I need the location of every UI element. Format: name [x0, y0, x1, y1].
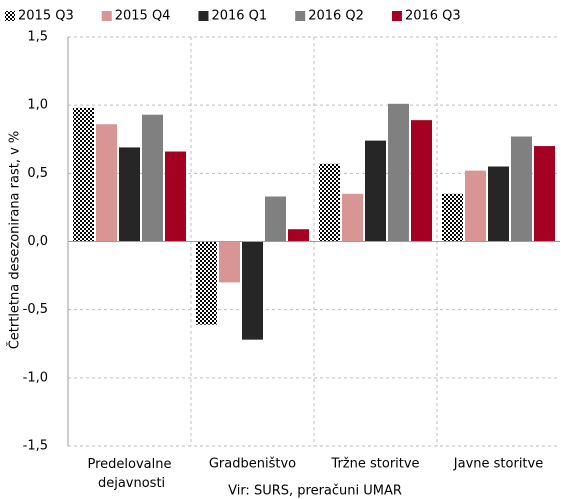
bar [388, 103, 409, 242]
x-tick-label: Gradbeništvo [209, 457, 296, 472]
bar [219, 241, 240, 283]
bar [442, 193, 463, 242]
y-tick-label: 0,5 [27, 166, 48, 181]
bar [165, 151, 186, 242]
bar [319, 163, 340, 242]
legend-label: 2015 Q3 [18, 9, 74, 24]
bar [288, 229, 309, 242]
bar [342, 193, 363, 242]
x-tick-label: Predelovalne dejavnosti [88, 457, 172, 491]
legend-swatch [5, 11, 15, 21]
source: Vir: SURS, preračuni UMAR [228, 484, 402, 499]
bar [119, 147, 140, 242]
bar [242, 241, 263, 340]
y-tick-label: -0,5 [23, 302, 48, 317]
bar [73, 107, 94, 242]
legend-label: 2016 Q3 [405, 9, 461, 24]
bar [411, 120, 432, 242]
bar [265, 196, 286, 242]
bar [196, 241, 217, 325]
legend-swatch [391, 11, 402, 21]
y-axis-label: Četrtletna desezonirana rast, v % [7, 131, 23, 350]
bar [511, 136, 532, 242]
bar [96, 124, 117, 242]
y-tick-label: 0,0 [27, 234, 48, 249]
x-tick-label: Tržne storitve [330, 457, 419, 472]
y-tick-label: -1,0 [23, 370, 48, 385]
y-tick-label: -1,5 [23, 439, 48, 454]
bar [365, 140, 386, 242]
bar [534, 146, 555, 242]
legend-label: 2015 Q4 [115, 9, 171, 24]
y-tick-label: 1,5 [27, 30, 48, 45]
legend-swatch [101, 11, 112, 21]
legend-swatch [295, 11, 306, 21]
bar [142, 114, 163, 242]
legend-label: 2016 Q1 [211, 9, 267, 24]
bar [488, 166, 509, 242]
y-tick-label: 1,0 [27, 98, 48, 113]
bar [465, 170, 486, 242]
legend-label: 2016 Q2 [308, 9, 364, 24]
x-tick-label: Javne storitve [453, 457, 543, 472]
legend-swatch [198, 11, 209, 21]
